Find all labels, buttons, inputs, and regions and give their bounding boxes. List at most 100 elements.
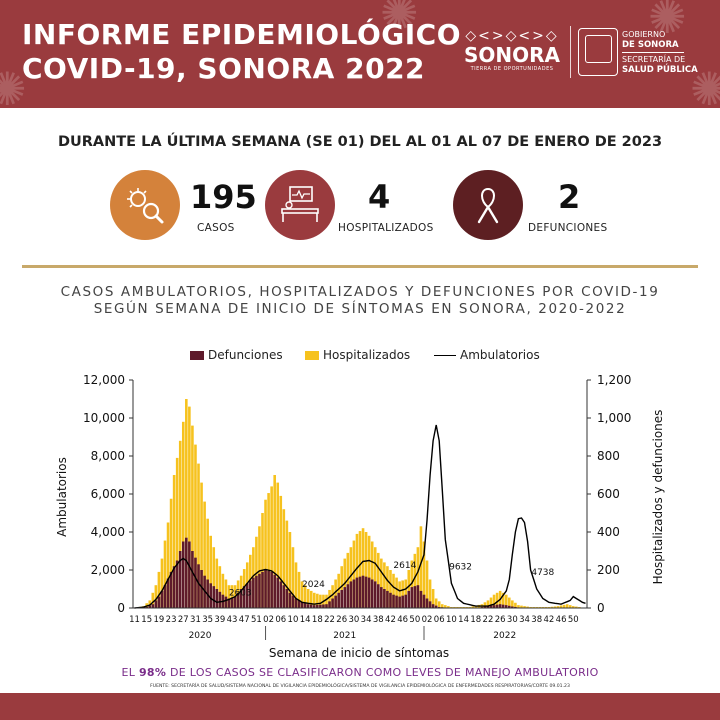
x-tick-label: 31 [190,615,201,625]
hospitalized-bar [370,541,374,608]
x-tick-label: 26 [495,615,506,625]
deaths-bar [331,598,334,608]
cases-count: 195 [190,178,257,216]
deaths-bar [370,579,374,608]
hospitalized-bar [191,425,194,608]
deaths-bar [309,604,313,608]
x-tick-label: 38 [531,615,542,625]
deaths-bar [358,576,362,608]
chart-bars [134,399,586,609]
hospitalized-bar [309,590,313,608]
deaths-bar [511,606,514,608]
hospitalized-bar [575,606,578,608]
peak-annotation: 2024 [302,580,325,590]
deaths-bar [197,564,200,608]
hospitalized-bar [215,558,219,608]
hospitalized-bar [306,589,310,608]
hospitalized-bar [291,547,295,608]
legend-swatch-hospitalizados [305,351,319,360]
deaths-bar [282,585,286,608]
hospitalized-bar [218,566,222,608]
hospitalized-bar [440,604,444,608]
x-tick-label: 50 [409,615,420,625]
chart-title-line1: CASOS AMBULATORIOS, HOSPITALIZADOS Y DEF… [60,284,660,300]
deaths-bar [273,574,276,608]
deaths-bar [349,581,353,608]
deaths-bar [267,570,270,608]
hospitalized-bar [571,606,575,608]
deaths-bar [227,598,231,608]
section-divider [22,265,698,268]
virus-decoration-icon: ✺ [690,62,720,108]
deaths-bar [407,590,411,608]
sonora-logo: ◇<>◇<>◇ SONORA TIERRA DE OPORTUNIDADES [462,28,562,76]
report-title-line2: COVID-19, SONORA 2022 [22,52,426,85]
hospitalized-bar [288,532,292,608]
x-tick-label: 11 [129,615,140,625]
footnote-pre: EL [121,666,139,679]
hospitalized-bar [358,531,362,608]
footer-banner [0,693,720,720]
deaths-bar [245,583,249,608]
hospitalized-bar [565,604,569,608]
hospitalized-bar [364,532,368,608]
hospitalized-bar [197,463,200,608]
y-tick-label-right: 0 [597,601,605,615]
hospitalized-bar [526,606,529,608]
hospitalized-bar [178,440,182,608]
deaths-bar [249,580,252,608]
hospitalized-bar [395,577,398,608]
deaths-bar [501,604,505,608]
deaths-bar [386,590,389,608]
hospitalized-bar [175,457,179,608]
deaths-bar [255,575,258,608]
hospital-bed-icon [281,186,319,222]
hospitalized-bar [401,580,404,608]
y-tick-label-right: 200 [597,563,620,577]
deaths-bar [236,592,240,608]
hospitalized-bar [282,509,286,608]
gov-line4: SALUD PÚBLICA [622,65,698,75]
hospitalized-bar [437,601,441,608]
x-tick-label: 46 [397,615,408,625]
hospitalized-bar [501,592,505,608]
hospitalized-label: HOSPITALIZADOS [338,222,434,234]
hospitalized-bar [151,592,155,608]
hospitalized-bar [380,558,383,608]
x-tick-label: 18 [470,615,481,625]
year-label: 2021 [333,631,356,641]
cases-circle [110,170,180,240]
x-tick-label: 50 [568,615,579,625]
deaths-bar [175,560,179,608]
deaths-bar [279,581,283,608]
hospitalized-bar [425,560,429,608]
hospitalized-bar [325,594,328,608]
deaths-bar [498,604,502,608]
deaths-bar [242,586,246,608]
deaths-circle [453,170,523,240]
government-seal-icon [578,28,618,76]
x-tick-label: 35 [202,615,213,625]
hospitalized-bar [221,573,225,608]
x-tick-label: 38 [373,615,384,625]
legend-swatch-defunciones [190,351,204,360]
x-tick-label: 22 [483,615,494,625]
deaths-bar [200,570,203,608]
x-tick-label: 06 [275,615,286,625]
y-tick-label-left: 8,000 [91,449,125,463]
deaths-bar [148,605,152,608]
deaths-bar [294,598,298,608]
deaths-bar [334,595,337,608]
x-axis-label: Semana de inicio de síntomas [269,646,449,660]
deaths-bar [276,577,280,608]
hospitalized-bar [334,579,337,608]
y-tick-label-right: 800 [597,449,620,463]
hospitalized-bar [264,499,267,608]
hospitalized-bar [349,547,353,608]
deaths-bar [270,571,273,608]
deaths-bar [346,584,350,608]
x-tick-label: 34 [519,615,530,625]
deaths-bar [154,600,158,608]
deaths-bar [495,604,499,608]
deaths-bar [166,578,170,608]
